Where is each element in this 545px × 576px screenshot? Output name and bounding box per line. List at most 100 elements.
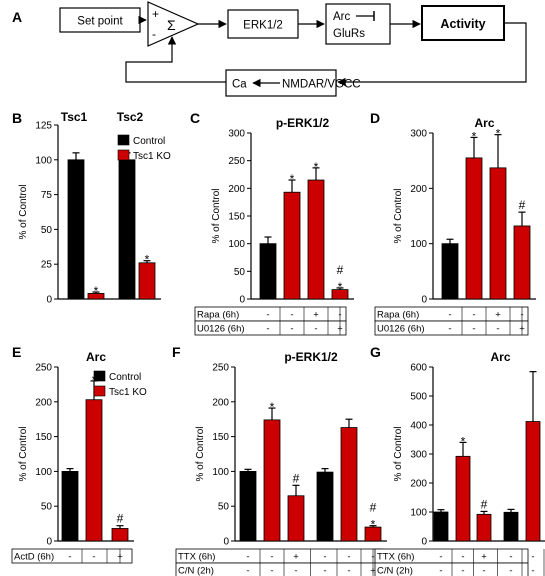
panel-d-bar <box>441 243 459 300</box>
panel-d-significance-mark: # <box>519 198 526 212</box>
panel-e-bar <box>61 470 79 542</box>
panel-d-bar <box>513 225 531 300</box>
panel-d-condition-value: + <box>495 310 501 321</box>
panel-e-bar <box>111 528 129 542</box>
panel-b-bar <box>118 159 136 300</box>
panel-c-y-tick-label: 50 <box>234 267 246 278</box>
panel-a-diagram: A Set point + - Σ ERK1/2 Arc GluRs Activ… <box>12 1 527 97</box>
panel-d-condition-value: - <box>448 310 451 321</box>
panel-g-y-tick-label: 0 <box>421 537 427 548</box>
panel-c-y-axis-label: % of Control <box>211 188 222 243</box>
panel-g-significance-mark: # <box>481 497 488 511</box>
set-point-box <box>59 7 141 33</box>
panel-b-y-tick-label: 125 <box>35 121 52 132</box>
panel-f-condition-value: - <box>347 552 350 563</box>
panel-g-condition-value: - <box>509 566 512 576</box>
panel-b-y-tick-label: 100 <box>35 155 52 166</box>
panel-c-y-tick-label: 250 <box>228 156 245 167</box>
panel-f-label: F <box>172 344 181 360</box>
ca-to-comparator-arrow <box>125 36 226 83</box>
panel-d-y-tick-label: 0 <box>421 295 427 306</box>
panel-d-condition-label: U0126 (6h) <box>377 324 425 335</box>
panel-c-condition-value: - <box>314 324 317 335</box>
panel-c-condition-value: - <box>266 324 269 335</box>
panel-g-condition-value: - <box>509 552 512 563</box>
panel-c-significance-mark: * <box>314 160 319 174</box>
panel-f-condition-value: - <box>294 566 297 576</box>
panel-e-condition-label: ActD (6h) <box>14 552 54 563</box>
panel-c-bar <box>331 289 349 300</box>
panel-e-bar <box>85 399 103 542</box>
panel-e-legend-label: Control <box>109 372 141 383</box>
panel-f-significance-mark: # <box>293 471 300 485</box>
panel-f-y-tick-label: 50 <box>218 502 230 513</box>
panel-c-significance-mark: # <box>337 263 344 277</box>
panel-g-bar <box>525 421 541 542</box>
panel-a-label: A <box>12 9 22 25</box>
panel-g-title: Arc <box>490 350 510 364</box>
arc-text: Arc <box>333 11 351 23</box>
panel-d-condition-value: - <box>448 324 451 335</box>
panel-b-legend-label: Control <box>133 136 165 147</box>
panel-e-y-tick-label: 150 <box>35 432 52 443</box>
panel-f-y-tick-label: 150 <box>212 432 229 443</box>
panel-c-condition-value: + <box>313 310 319 321</box>
panel-e-y-axis-label: % of Control <box>18 426 29 481</box>
panel-d-condition-value: - <box>472 324 475 335</box>
panel-g-condition-value: - <box>461 566 464 576</box>
panel-f-condition-value: - <box>270 566 273 576</box>
panel-c-condition-value: - <box>290 310 293 321</box>
panel-f-title: p-ERK1/2 <box>284 350 338 364</box>
panel-g-y-tick-label: 600 <box>410 363 427 374</box>
activity-to-nmdar-arrow <box>337 22 527 87</box>
panel-g-condition-value: - <box>531 552 534 563</box>
panel-f-y-tick-label: 200 <box>212 397 229 408</box>
arc-glurs-box <box>325 3 391 45</box>
panel-g-condition-row <box>374 562 529 576</box>
panel-c-bar <box>283 191 301 300</box>
panel-g-condition-value: - <box>439 552 442 563</box>
panel-c-y-tick-label: 150 <box>228 212 245 223</box>
panel-e-legend-label: Tsc1 KO <box>109 387 147 398</box>
panel-b-y-axis-label: % of Control <box>18 184 29 239</box>
panel-c-condition-value: - <box>290 324 293 335</box>
panel-g-condition-value: - <box>439 566 442 576</box>
panel-d-significance-mark: * <box>472 129 477 143</box>
panel-f-condition-value: - <box>323 552 326 563</box>
panel-e-y-tick-label: 200 <box>35 397 52 408</box>
panel-b-bar <box>87 293 105 300</box>
panel-b-y-tick-label: 75 <box>41 190 53 201</box>
panel-f-bar <box>239 470 257 542</box>
panel-e-y-tick-label: 250 <box>35 363 52 374</box>
panel-c-y-tick-label: 100 <box>228 239 245 250</box>
panel-b-group-title: Tsc1 <box>61 110 88 124</box>
panel-e-condition-value: - <box>92 552 95 563</box>
panel-e-legend-swatch <box>93 385 106 397</box>
panel-g-bar <box>433 511 449 542</box>
panel-e-condition-row <box>11 548 133 564</box>
panel-c-y-tick-label: 200 <box>228 184 245 195</box>
panel-g-bar <box>455 455 471 542</box>
panel-d-significance-mark: * <box>496 127 501 141</box>
panel-e-title: Arc <box>86 350 106 364</box>
panel-b-chart: B 0 25 50 75 100 125 % of Control Tsc1 Tsc2 * * Cont… <box>12 110 171 306</box>
panel-f-condition-value: - <box>270 552 273 563</box>
panel-f-bar <box>316 471 334 542</box>
panel-c-y-tick-label: 300 <box>228 129 245 140</box>
nmdar-text: NMDAR/VGCC <box>282 79 361 91</box>
panel-c-condition-label: Rapa (6h) <box>197 310 239 321</box>
panel-d-condition-label: Rapa (6h) <box>377 310 419 321</box>
panel-g-y-axis-label: % of Control <box>393 426 404 481</box>
panel-f-condition-value: - <box>323 566 326 576</box>
panel-g-condition-value: - <box>482 566 485 576</box>
panel-c-title: p-ERK1/2 <box>276 116 330 130</box>
panel-d-y-axis-label: % of Control <box>393 188 404 243</box>
panel-g-y-tick-label: 100 <box>410 508 427 519</box>
panel-b-bar <box>67 159 85 300</box>
panel-f-bar <box>364 526 382 542</box>
panel-b-group-title: Tsc2 <box>117 110 144 124</box>
panel-d-title: Arc <box>474 116 494 130</box>
panel-e-condition-value: - <box>68 552 71 563</box>
panel-c-condition-label: U0126 (6h) <box>197 324 245 335</box>
